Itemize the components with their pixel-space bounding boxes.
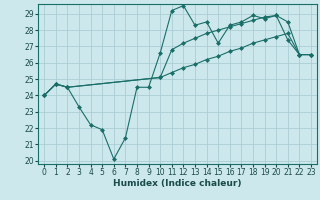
X-axis label: Humidex (Indice chaleur): Humidex (Indice chaleur) bbox=[113, 179, 242, 188]
